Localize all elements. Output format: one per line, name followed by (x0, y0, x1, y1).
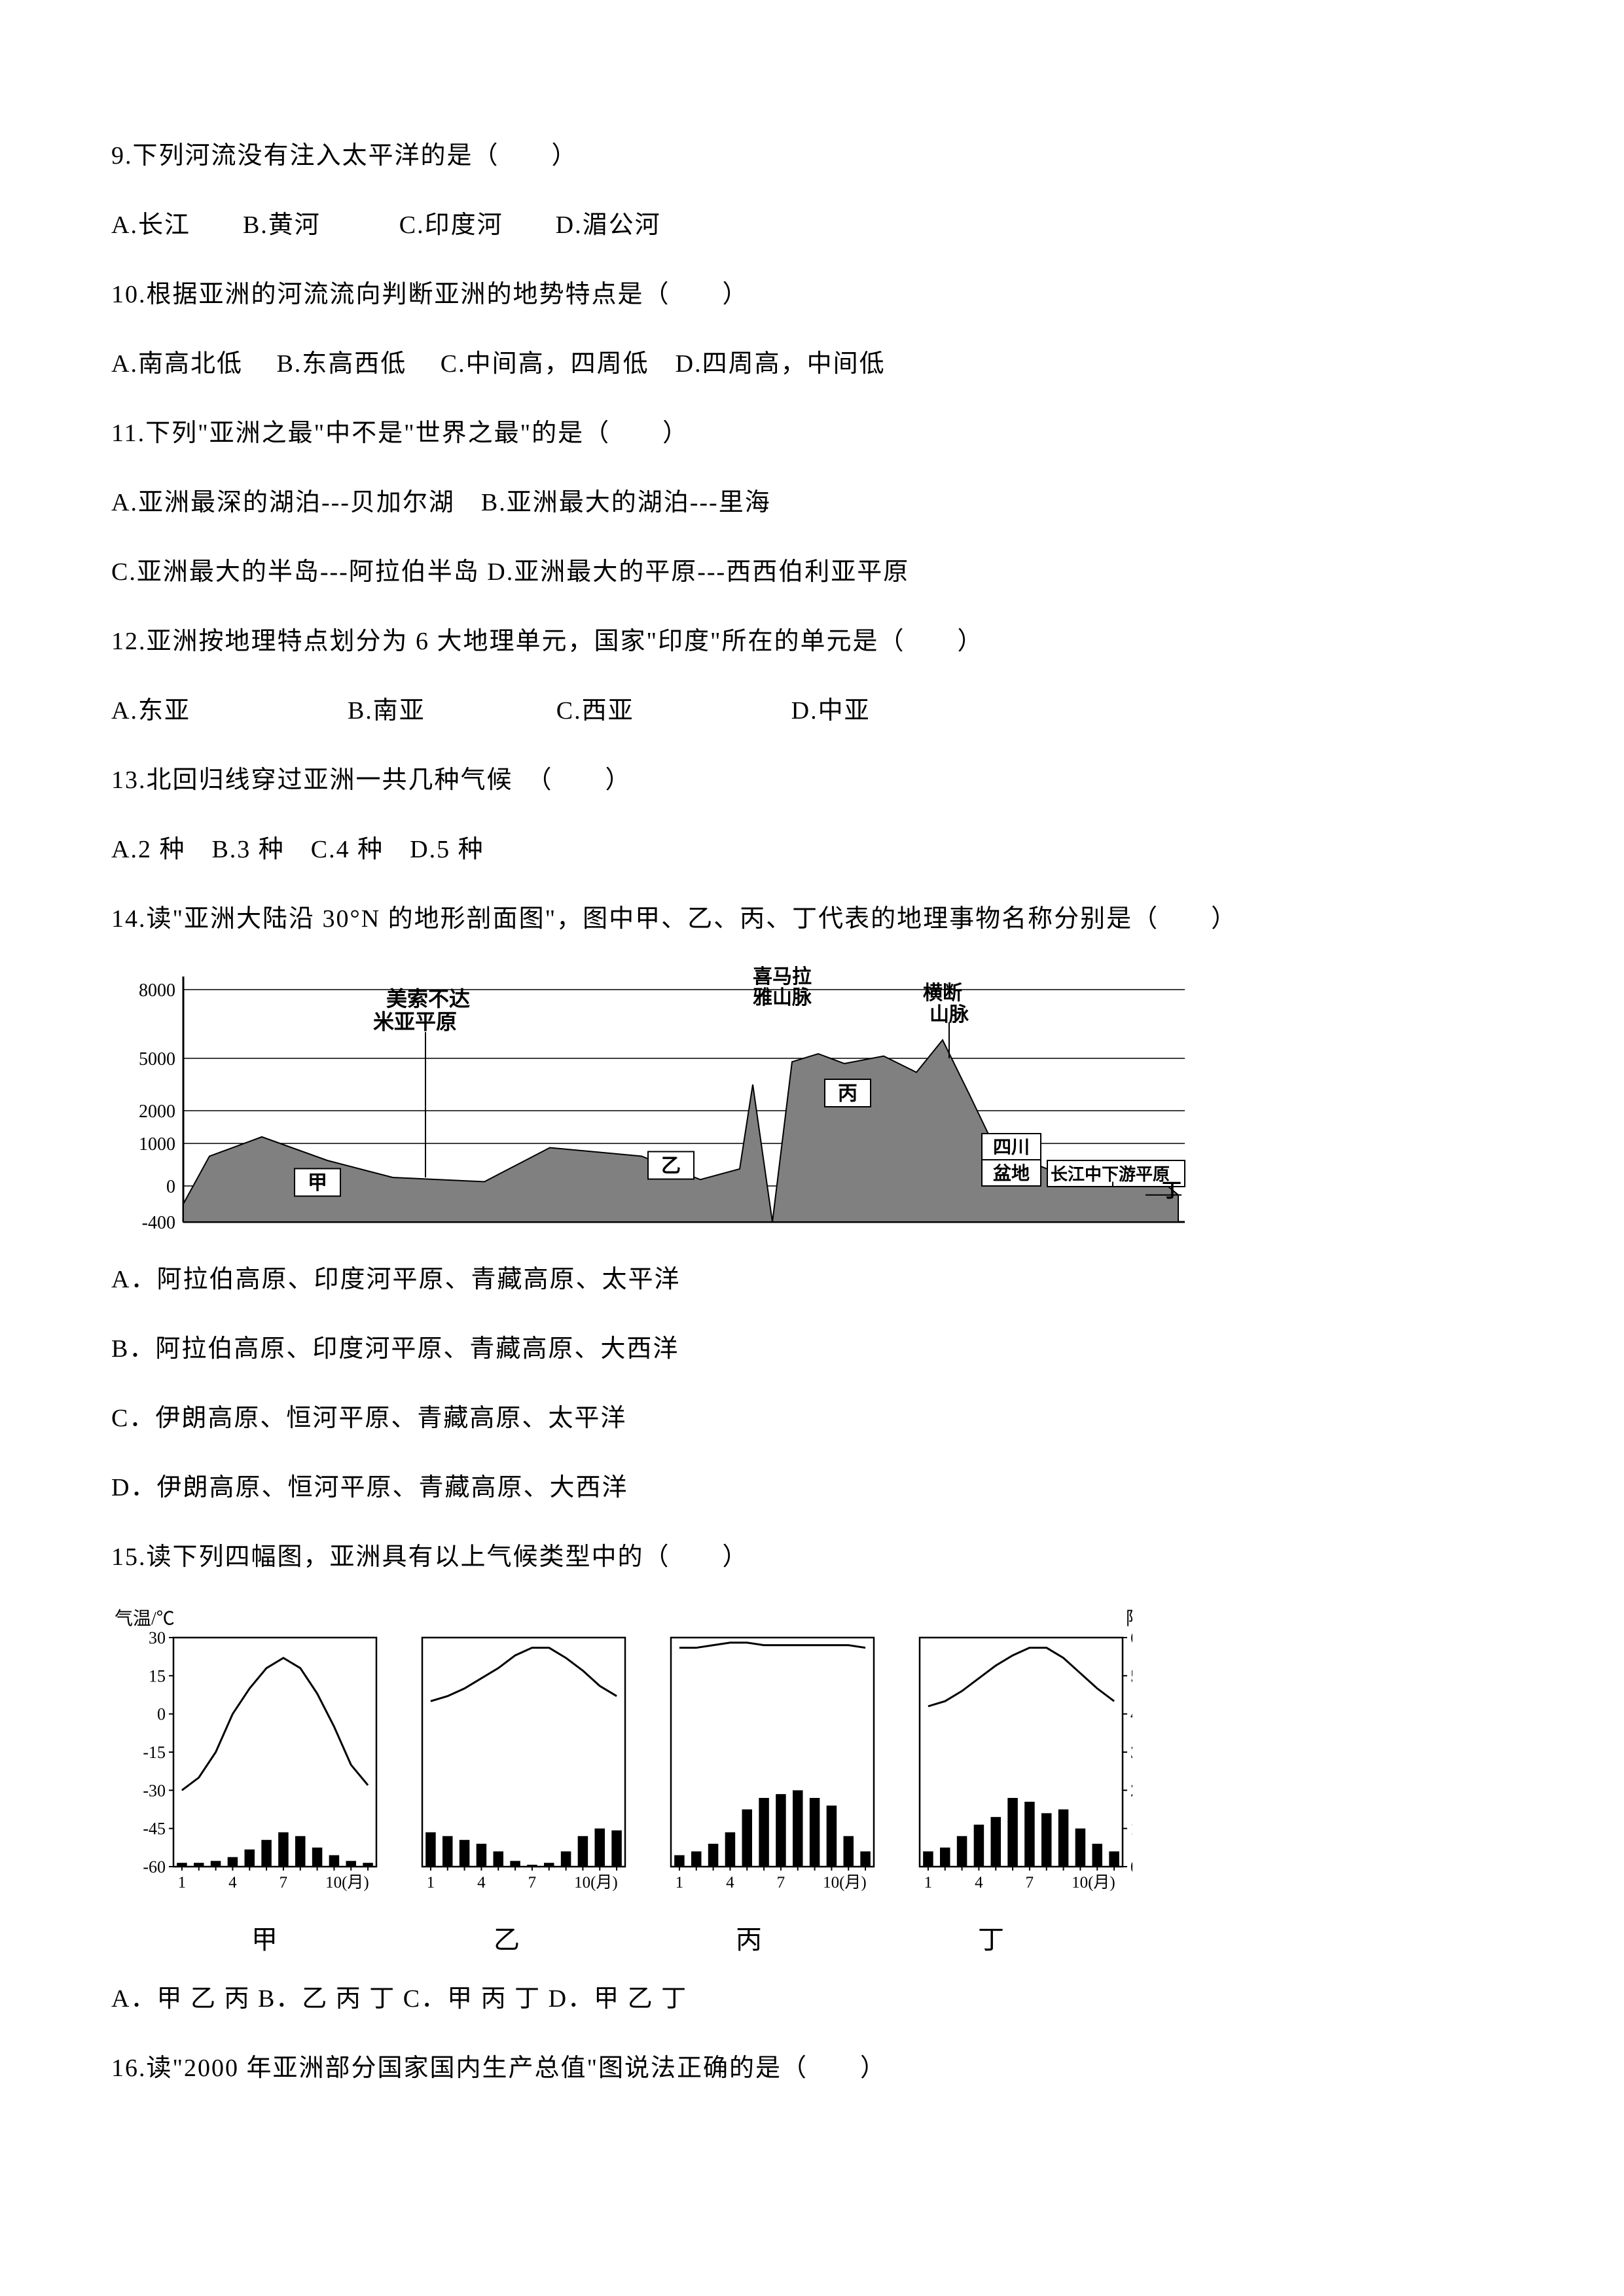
svg-text:米亚平原: 米亚平原 (373, 1010, 457, 1033)
q14-optC: C．伊朗高原、恒河平原、青藏高原、太平洋 (111, 1393, 1513, 1443)
svg-text:乙: 乙 (661, 1155, 681, 1177)
q10-text: 10.根据亚洲的河流流向判断亚洲的地势特点是（ ） (111, 270, 1513, 319)
svg-text:盆地: 盆地 (993, 1163, 1030, 1184)
q14-optA: A．阿拉伯高原、印度河平原、青藏高原、太平洋 (111, 1255, 1513, 1304)
q13-options: A.2 种 B.3 种 C.4 种 D.5 种 (111, 825, 1513, 874)
svg-text:5000: 5000 (139, 1049, 175, 1069)
svg-text:喜马拉: 喜马拉 (753, 965, 812, 988)
svg-text:四川: 四川 (993, 1138, 1030, 1158)
q11-line2: C.亚洲最大的半岛---阿拉伯半岛 D.亚洲最大的平原---西西伯利亚平原 (111, 547, 1513, 597)
q12-text: 12.亚洲按地理特点划分为 6 大地理单元，国家"印度"所在的单元是（ ） (111, 617, 1513, 666)
svg-text:1: 1 (924, 1874, 933, 1892)
svg-text:0: 0 (166, 1177, 175, 1197)
climate-charts: 气温/℃降水量/mm30150-15-30-45-6014710(月)14710… (111, 1602, 1513, 1906)
q9-text: 9.下列河流没有注入太平洋的是（ ） (111, 131, 1513, 181)
svg-text:0: 0 (157, 1705, 166, 1724)
svg-text:10(月): 10(月) (823, 1874, 867, 1892)
svg-text:丁: 丁 (1162, 1180, 1182, 1202)
svg-text:1: 1 (427, 1874, 435, 1892)
svg-text:30: 30 (149, 1628, 166, 1647)
q12-options: A.东亚 B.南亚 C.西亚 D.中亚 (111, 686, 1513, 736)
q11-text: 11.下列"亚洲之最"中不是"世界之最"的是（ ） (111, 408, 1513, 458)
svg-text:4: 4 (726, 1874, 734, 1892)
q10-options: A.南高北低 B.东高西低 C.中间高，四周低 D.四周高，中间低 (111, 339, 1513, 389)
svg-text:7: 7 (280, 1874, 288, 1892)
svg-text:8000: 8000 (139, 980, 175, 1001)
q13-text: 13.北回归线穿过亚洲一共几种气候 （ ） (111, 755, 1513, 805)
svg-text:0: 0 (1130, 1857, 1132, 1876)
svg-text:雅山脉: 雅山脉 (753, 987, 812, 1009)
q14-text: 14.读"亚洲大陆沿 30°N 的地形剖面图"，图中甲、乙、丙、丁代表的地理事物… (111, 894, 1513, 944)
climate-label-yi: 乙 (386, 1919, 628, 1961)
climate-label-ding: 丁 (871, 1919, 1113, 1961)
svg-text:2000: 2000 (139, 1102, 175, 1122)
q15-text: 15.读下列四幅图，亚洲具有以上气候类型中的（ ） (111, 1532, 1513, 1582)
svg-text:长江中下游平原: 长江中下游平原 (1051, 1165, 1170, 1184)
svg-text:600: 600 (1130, 1628, 1132, 1647)
svg-text:甲: 甲 (308, 1172, 327, 1194)
climate-labels: 甲 乙 丙 丁 (144, 1919, 1113, 1961)
svg-text:100: 100 (1130, 1820, 1132, 1839)
svg-text:7: 7 (1026, 1874, 1034, 1892)
svg-text:气温/℃: 气温/℃ (115, 1608, 175, 1629)
svg-text:15: 15 (149, 1666, 166, 1685)
profile-chart: 80005000200010000-400美索不达米亚平原喜马拉雅山脉横断山脉甲… (111, 963, 1513, 1235)
svg-text:横断: 横断 (923, 982, 962, 1004)
svg-text:丙: 丙 (838, 1083, 857, 1105)
svg-text:10(月): 10(月) (325, 1874, 369, 1892)
svg-text:-15: -15 (143, 1743, 166, 1762)
q11-line1: A.亚洲最深的湖泊---贝加尔湖 B.亚洲最大的湖泊---里海 (111, 478, 1513, 528)
climate-label-bing: 丙 (628, 1919, 871, 1961)
svg-text:1000: 1000 (139, 1134, 175, 1155)
q14-optB: B．阿拉伯高原、印度河平原、青藏高原、大西洋 (111, 1324, 1513, 1374)
svg-text:1: 1 (676, 1874, 684, 1892)
svg-text:4: 4 (228, 1874, 237, 1892)
svg-text:10(月): 10(月) (574, 1874, 618, 1892)
svg-text:7: 7 (528, 1874, 537, 1892)
svg-text:降水量/mm: 降水量/mm (1126, 1608, 1132, 1629)
svg-text:美索不达: 美索不达 (386, 987, 470, 1011)
q9-options: A.长江 B.黄河 C.印度河 D.湄公河 (111, 200, 1513, 250)
q14-optD: D．伊朗高原、恒河平原、青藏高原、大西洋 (111, 1463, 1513, 1513)
q15-options: A．甲 乙 丙 B．乙 丙 丁 C．甲 丙 丁 D．甲 乙 丁 (111, 1974, 1513, 2024)
svg-text:-400: -400 (142, 1213, 175, 1232)
q16-text: 16.读"2000 年亚洲部分国家国内生产总值"图说法正确的是（ ） (111, 2043, 1513, 2093)
svg-text:-60: -60 (143, 1857, 166, 1876)
svg-text:4: 4 (975, 1874, 983, 1892)
svg-text:1: 1 (178, 1874, 187, 1892)
svg-text:10(月): 10(月) (1072, 1874, 1115, 1892)
svg-text:400: 400 (1130, 1705, 1132, 1724)
svg-text:200: 200 (1130, 1781, 1132, 1800)
svg-text:500: 500 (1130, 1666, 1132, 1685)
svg-text:4: 4 (477, 1874, 486, 1892)
climate-label-jia: 甲 (144, 1919, 386, 1961)
svg-text:-30: -30 (143, 1781, 166, 1800)
svg-text:-45: -45 (143, 1820, 166, 1839)
svg-text:300: 300 (1130, 1743, 1132, 1762)
svg-text:7: 7 (777, 1874, 785, 1892)
